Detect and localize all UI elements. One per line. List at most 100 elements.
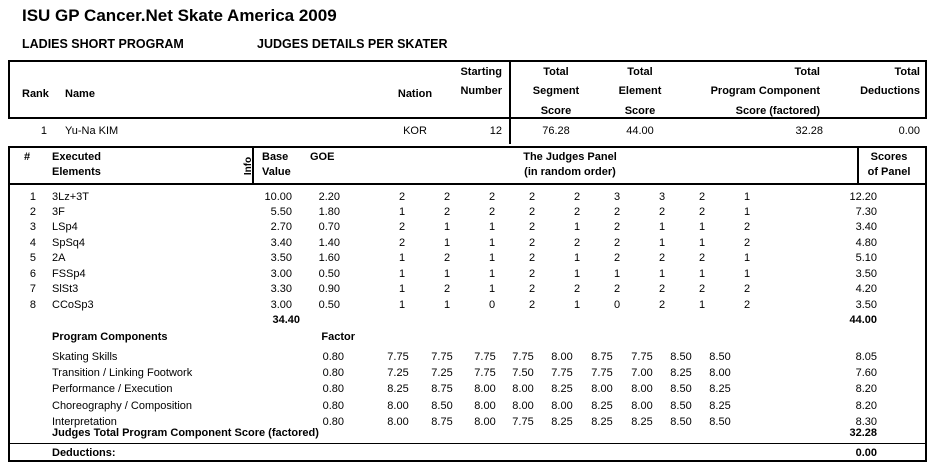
- component-judge-score: 8.75: [431, 415, 453, 428]
- component-factor: 0.80: [322, 415, 344, 428]
- component-judge-score: 8.25: [709, 399, 731, 412]
- deductions-label: Deductions:: [52, 447, 116, 459]
- component-judge-score: 8.75: [431, 383, 453, 396]
- judge-score: 1: [488, 283, 496, 296]
- judge-score: 2: [528, 283, 536, 296]
- report-title: JUDGES DETAILS PER SKATER: [257, 37, 448, 51]
- element-row: 1 3Lz+3T 10.00 2.20 2 2 2 2 2 3 3 2 1 12.20: [0, 190, 935, 206]
- component-name: Choreography / Composition: [52, 399, 193, 412]
- component-judge-score: 8.00: [709, 367, 731, 380]
- judge-score: 1: [488, 252, 496, 265]
- element-name: FSSp4: [52, 267, 86, 280]
- skater-name: Yu-Na KIM: [65, 125, 119, 137]
- component-row: Interpretation 0.80 8.00 8.75 8.00 7.75 8.25 8.…: [0, 415, 935, 431]
- element-row: 7 SlSt3 3.30 0.90 1 2 1 2 2 2 2 2 2 4.20: [0, 282, 935, 298]
- component-panel-score: 8.20: [855, 383, 877, 396]
- details-table-box: [8, 146, 927, 462]
- component-judge-score: 8.50: [670, 351, 692, 363]
- component-judge-score: 8.25: [387, 383, 409, 396]
- judge-score: 2: [443, 252, 451, 265]
- summary-header-name: Name: [65, 88, 95, 100]
- element-panel-score: 3.40: [855, 221, 877, 234]
- judge-score: 3: [613, 190, 621, 203]
- element-base-value: 3.00: [270, 267, 292, 280]
- element-goe: 0.50: [318, 267, 340, 280]
- element-base-value: 10.00: [264, 190, 292, 203]
- summary-header-deductions: Total Deductions: [860, 66, 920, 98]
- element-number: 7: [29, 283, 36, 296]
- component-name: Skating Skills: [52, 351, 118, 363]
- program-components-label: Program Components: [52, 331, 168, 343]
- judge-score: 1: [658, 236, 666, 249]
- element-base-value: 3.50: [270, 252, 292, 265]
- component-judge-score: 8.25: [591, 415, 613, 428]
- judge-score: 2: [613, 205, 621, 218]
- judge-score: 1: [698, 298, 706, 311]
- element-name: LSp4: [52, 221, 78, 234]
- component-judge-score: 8.00: [387, 415, 409, 428]
- judge-score: 1: [443, 267, 451, 280]
- judge-score: 1: [443, 236, 451, 249]
- element-number: 2: [29, 205, 36, 218]
- judge-score: 1: [658, 221, 666, 234]
- scores-divider-line: [857, 146, 859, 185]
- summary-header-rank: Rank: [22, 88, 49, 100]
- component-judge-score: 8.25: [591, 399, 613, 412]
- component-judge-score: 7.75: [474, 351, 496, 363]
- details-header-judges-panel: The Judges Panel (in random order): [523, 151, 617, 178]
- judge-score: 2: [613, 221, 621, 234]
- details-header-underline: [8, 183, 927, 185]
- component-judge-score: 8.00: [474, 383, 496, 396]
- judge-score: 1: [488, 221, 496, 234]
- judge-score: 1: [398, 205, 406, 218]
- component-judge-score: 7.75: [512, 351, 534, 363]
- judge-score: 2: [398, 236, 406, 249]
- element-base-value: 5.50: [270, 205, 292, 218]
- component-judge-score: 8.50: [670, 383, 692, 396]
- skater-rank: 1: [40, 125, 47, 137]
- judge-score: 1: [658, 267, 666, 280]
- judge-score: 1: [743, 267, 751, 280]
- element-name: SpSq4: [52, 236, 86, 249]
- element-panel-score: 4.80: [855, 236, 877, 249]
- judge-score: 2: [658, 298, 666, 311]
- component-judge-score: 8.25: [551, 383, 573, 396]
- skater-deductions: 0.00: [898, 125, 920, 137]
- judge-score: 1: [443, 221, 451, 234]
- judge-score: 2: [573, 205, 581, 218]
- component-judge-score: 8.50: [431, 399, 453, 412]
- element-row: 6 FSSp4 3.00 0.50 1 1 1 2 1 1 1 1 1 3.50: [0, 267, 935, 283]
- component-judge-score: 8.00: [551, 351, 573, 363]
- judge-score: 1: [398, 267, 406, 280]
- component-judge-score: 8.00: [512, 399, 534, 412]
- judge-score: 1: [743, 190, 751, 203]
- judge-score: 2: [613, 283, 621, 296]
- element-goe: 1.80: [318, 205, 340, 218]
- component-judge-score: 7.75: [474, 367, 496, 380]
- summary-header-nation: Nation: [397, 88, 433, 100]
- judge-score: 2: [573, 283, 581, 296]
- judge-score: 1: [613, 267, 621, 280]
- summary-header-pcs-factored: Total Program Component Score (factored): [710, 66, 820, 117]
- judge-score: 1: [398, 298, 406, 311]
- judge-score: 2: [743, 221, 751, 234]
- judge-score: 2: [658, 205, 666, 218]
- base-value-total: 34.40: [272, 314, 300, 326]
- element-name: 3Lz+3T: [52, 190, 89, 203]
- skater-element-score: 44.00: [626, 125, 654, 137]
- judge-score: 1: [488, 236, 496, 249]
- judge-score: 1: [398, 283, 406, 296]
- component-panel-score: 7.60: [855, 367, 877, 380]
- judge-score: 2: [488, 205, 496, 218]
- component-judge-score: 7.25: [387, 367, 409, 380]
- component-judge-score: 7.50: [512, 367, 534, 380]
- element-panel-score: 7.30: [855, 205, 877, 218]
- element-row: 4 SpSq4 3.40 1.40 2 1 1 2 2 2 1 1 2 4.80: [0, 236, 935, 252]
- component-judge-score: 7.75: [591, 367, 613, 380]
- element-panel-score: 4.20: [855, 283, 877, 296]
- component-judge-score: 7.75: [551, 367, 573, 380]
- details-header-base-value: Base Value: [262, 151, 291, 178]
- judge-score: 2: [573, 190, 581, 203]
- element-base-value: 3.00: [270, 298, 292, 311]
